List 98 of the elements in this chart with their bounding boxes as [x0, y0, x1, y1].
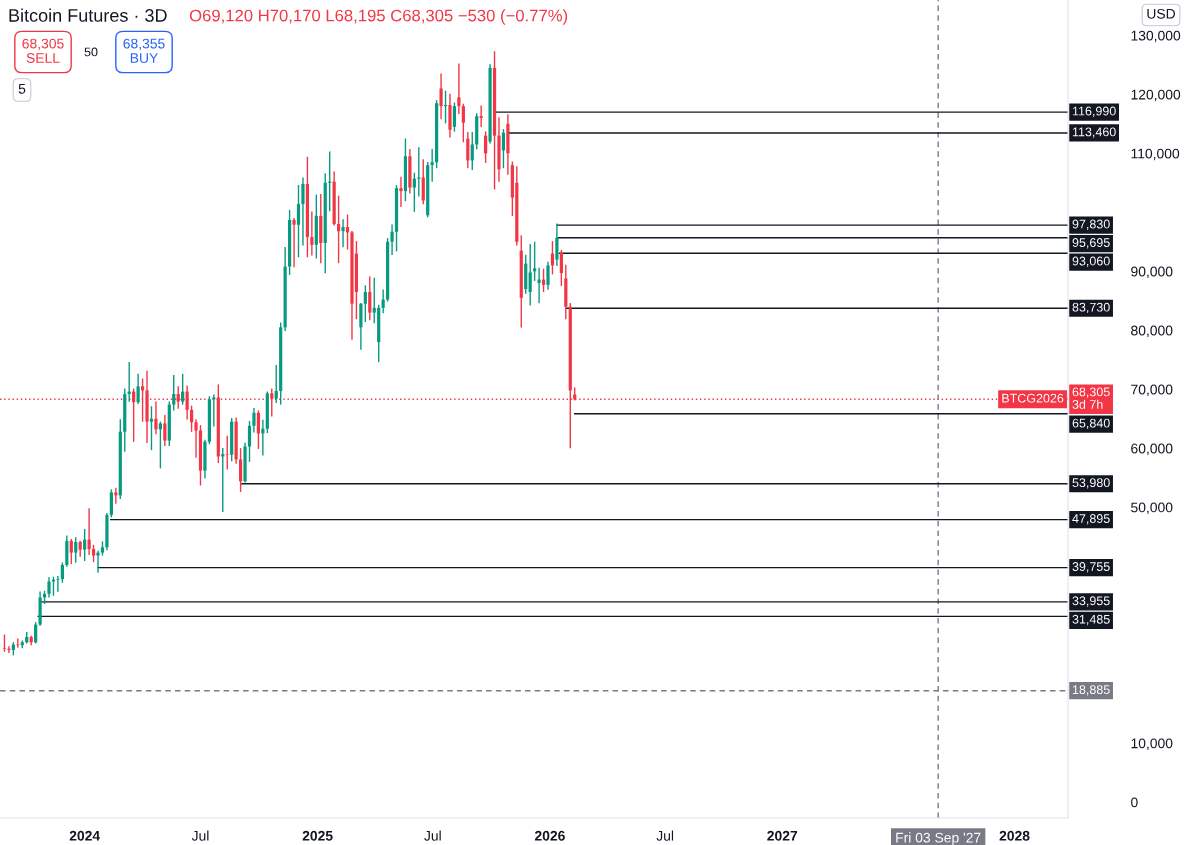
candlestick [359, 303, 363, 350]
annotation: BTCG2026 [1002, 393, 1064, 403]
x-tick-label: Jul [424, 830, 441, 841]
candlestick [479, 105, 483, 127]
candlestick [256, 410, 261, 449]
y-tick-label: 120,000 [1131, 89, 1181, 102]
candlestick [140, 378, 145, 422]
y-tick-label: 90,000 [1131, 266, 1173, 279]
annotation: 68,355 BUY [123, 38, 165, 63]
candlestick [96, 550, 100, 573]
data-label: 93,060 [1072, 256, 1110, 267]
data-label: 65,840 [1072, 418, 1110, 430]
candlestick [114, 487, 118, 504]
annotation: 68,305 SELL [22, 38, 64, 63]
candlestick [421, 159, 425, 205]
candlestick [136, 373, 140, 405]
candlestick [247, 420, 252, 462]
candlestick [470, 132, 474, 170]
candlestick [212, 394, 216, 427]
y-tick-label: 10,000 [1131, 738, 1173, 750]
text: O69,120 H70,170 L68,195 C68,305 −530 (−0.77%) [189, 9, 568, 25]
candlestick [83, 528, 87, 561]
annotation: 5 [18, 84, 26, 94]
candlestick [189, 405, 194, 432]
candlestick [238, 448, 243, 492]
ref-line-label: Fri 03 Sep '27 [896, 832, 981, 845]
candlestick [559, 249, 563, 287]
candlestick [109, 489, 113, 518]
candlestick [194, 419, 198, 458]
candlestick [172, 374, 176, 411]
candlestick [399, 176, 403, 208]
candlestick [390, 224, 394, 255]
y-tick-label: 0 [1131, 797, 1138, 808]
data-label: 113,460 [1072, 127, 1116, 138]
candlestick [225, 435, 229, 470]
x-tick-label: Jul [191, 830, 209, 841]
candlestick [69, 538, 73, 564]
candlestick [149, 406, 154, 451]
candlestick [363, 285, 367, 323]
x-tick-label: 2024 [69, 830, 101, 841]
candlestick [154, 401, 158, 435]
candlestick [546, 261, 550, 290]
data-label: 31,485 [1072, 614, 1110, 626]
candlestick [47, 577, 51, 598]
candlestick [430, 149, 434, 182]
x-tick-label: 2026 [534, 830, 565, 841]
candlestick [466, 132, 470, 169]
x-tick-label: 2028 [999, 830, 1030, 841]
candlestick [439, 73, 443, 120]
candlestick [60, 562, 64, 583]
candlestick [7, 646, 11, 653]
data-label: 95,695 [1072, 238, 1110, 249]
candlestick [528, 244, 532, 306]
data-label: 53,980 [1072, 478, 1110, 489]
data-label: 97,830 [1072, 219, 1110, 230]
candlestick [163, 415, 167, 446]
annotation: 50 [84, 47, 98, 57]
data-label: 47,895 [1072, 514, 1110, 525]
candlestick [74, 537, 78, 563]
candlestick [533, 241, 537, 281]
candlestick [537, 267, 541, 304]
candlestick [274, 364, 278, 403]
candlestick [412, 172, 416, 212]
data-label: 39,755 [1072, 562, 1110, 573]
data-label: 33,955 [1072, 596, 1110, 607]
candlestick [337, 195, 341, 264]
y-tick-label: 60,000 [1131, 443, 1173, 456]
y-tick-label: 50,000 [1131, 502, 1173, 515]
y-tick-label: 110,000 [1131, 148, 1180, 161]
candlestick [341, 219, 345, 248]
x-tick-label: 2027 [767, 830, 798, 841]
candlestick [457, 63, 461, 114]
x-tick-label: Jul [656, 830, 674, 841]
candlestick [181, 373, 185, 405]
y-tick-label: 80,000 [1131, 325, 1173, 338]
chart-title: Bitcoin Futures · 3D [9, 8, 167, 22]
ref-line-label: 68,305 3d 7h [1072, 387, 1110, 409]
x-tick-label: 2025 [302, 830, 333, 841]
candlestick [381, 289, 385, 314]
candlestick [270, 388, 274, 417]
text: USD [1147, 8, 1175, 19]
y-tick-label: 70,000 [1131, 384, 1173, 397]
candlestick [158, 421, 162, 469]
candlestick [56, 576, 60, 592]
data-label: 116,990 [1072, 106, 1116, 117]
candlestick [252, 408, 256, 433]
candlestick [292, 218, 296, 268]
candlestick [296, 185, 301, 258]
candlestick [87, 508, 91, 556]
candlestick [310, 211, 314, 256]
data-label: 83,730 [1072, 302, 1110, 314]
candlestick [452, 102, 457, 132]
ref-line-label: 18,885 [1072, 685, 1110, 696]
candlestick [368, 276, 372, 321]
candlestick [555, 223, 559, 267]
candlestick [301, 177, 305, 246]
candlestick [461, 103, 465, 143]
y-tick-label: 130,000 [1131, 30, 1181, 43]
